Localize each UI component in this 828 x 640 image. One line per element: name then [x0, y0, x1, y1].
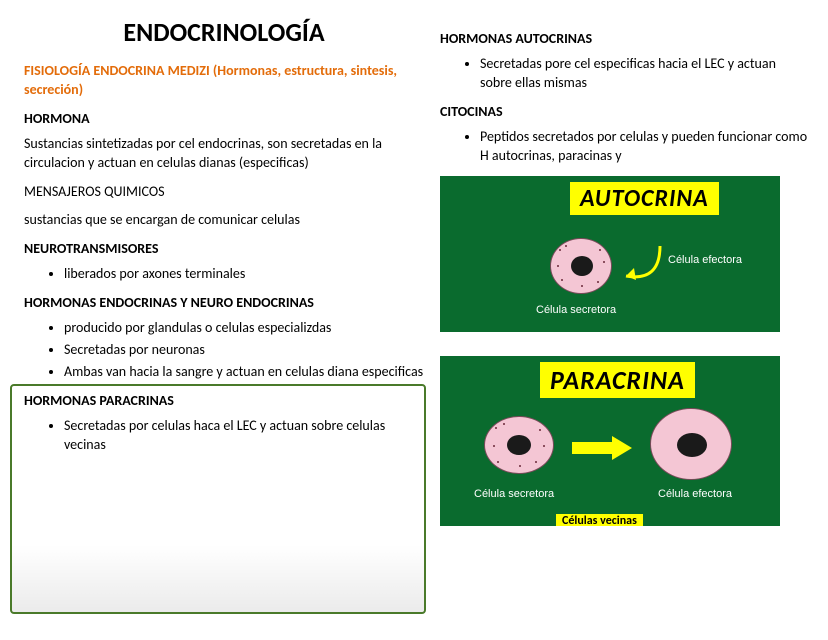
cell-secretora — [484, 416, 554, 474]
label-efectora: Célula efectora — [658, 488, 732, 500]
list-item: Peptidos secretados por celulas y pueden… — [480, 128, 810, 166]
label-vecinas: Células vecinas — [556, 514, 643, 526]
heading-hormona: HORMONA — [24, 110, 424, 127]
list-item: liberados por axones terminales — [64, 265, 424, 284]
heading-mensajeros: MENSAJEROS QUIMICOS — [24, 183, 424, 202]
list-neurotransmisores: liberados por axones terminales — [24, 265, 424, 284]
subtitle: FISIOLOGÍA ENDOCRINA MEDIZI (Hormonas, e… — [24, 62, 424, 100]
label-secretora: Célula secretora — [474, 488, 554, 500]
diagram-title: PARACRINA — [540, 362, 695, 398]
list-item: producido por glandulas o celulas especi… — [64, 319, 424, 338]
diagram-paracrina: PARACRINA Célula secretora Célula efecto… — [440, 356, 780, 526]
list-item: Secretadas pore cel especificas hacia el… — [480, 55, 810, 93]
label-secretora: Célula secretora — [536, 304, 616, 316]
cell-efectora — [650, 408, 732, 480]
page-title: ENDOCRINOLOGÍA — [64, 16, 384, 48]
heading-paracrinas: HORMONAS PARACRINAS — [24, 392, 424, 409]
diagram-autocrina: AUTOCRINA Célula efectora Célula secreto… — [440, 176, 780, 332]
diagram-title: AUTOCRINA — [570, 182, 719, 215]
heading-endoneuro: HORMONAS ENDOCRINAS Y NEURO ENDOCRINAS — [24, 294, 424, 311]
right-column: HORMONAS AUTOCRINAS Secretadas pore cel … — [440, 24, 810, 550]
heading-neurotransmisores: NEUROTRANSMISORES — [24, 240, 424, 257]
arrow-icon — [568, 432, 638, 462]
nucleus-icon — [507, 435, 531, 455]
list-item: Secretadas por neuronas — [64, 341, 424, 360]
list-autocrinas: Secretadas pore cel especificas hacia el… — [440, 55, 810, 93]
list-item: Ambas van hacia la sangre y actuan en ce… — [64, 363, 424, 382]
heading-citocinas: CITOCINAS — [440, 103, 810, 120]
list-endoneuro: producido por glandulas o celulas especi… — [24, 319, 424, 382]
label-efectora: Célula efectora — [668, 254, 742, 266]
left-column: ENDOCRINOLOGÍA FISIOLOGÍA ENDOCRINA MEDI… — [24, 16, 424, 465]
cell-secretora — [550, 238, 612, 294]
list-citocinas: Peptidos secretados por celulas y pueden… — [440, 128, 810, 166]
list-paracrinas: Secretadas por celulas haca el LEC y act… — [24, 417, 424, 455]
list-item: Secretadas por celulas haca el LEC y act… — [64, 417, 424, 455]
heading-autocrinas: HORMONAS AUTOCRINAS — [440, 30, 810, 47]
nucleus-icon — [677, 433, 707, 457]
para-hormona: Sustancias sintetizadas por cel endocrin… — [24, 135, 424, 173]
para-mensajeros: sustancias que se encargan de comunicar … — [24, 211, 424, 230]
nucleus-icon — [571, 256, 593, 276]
